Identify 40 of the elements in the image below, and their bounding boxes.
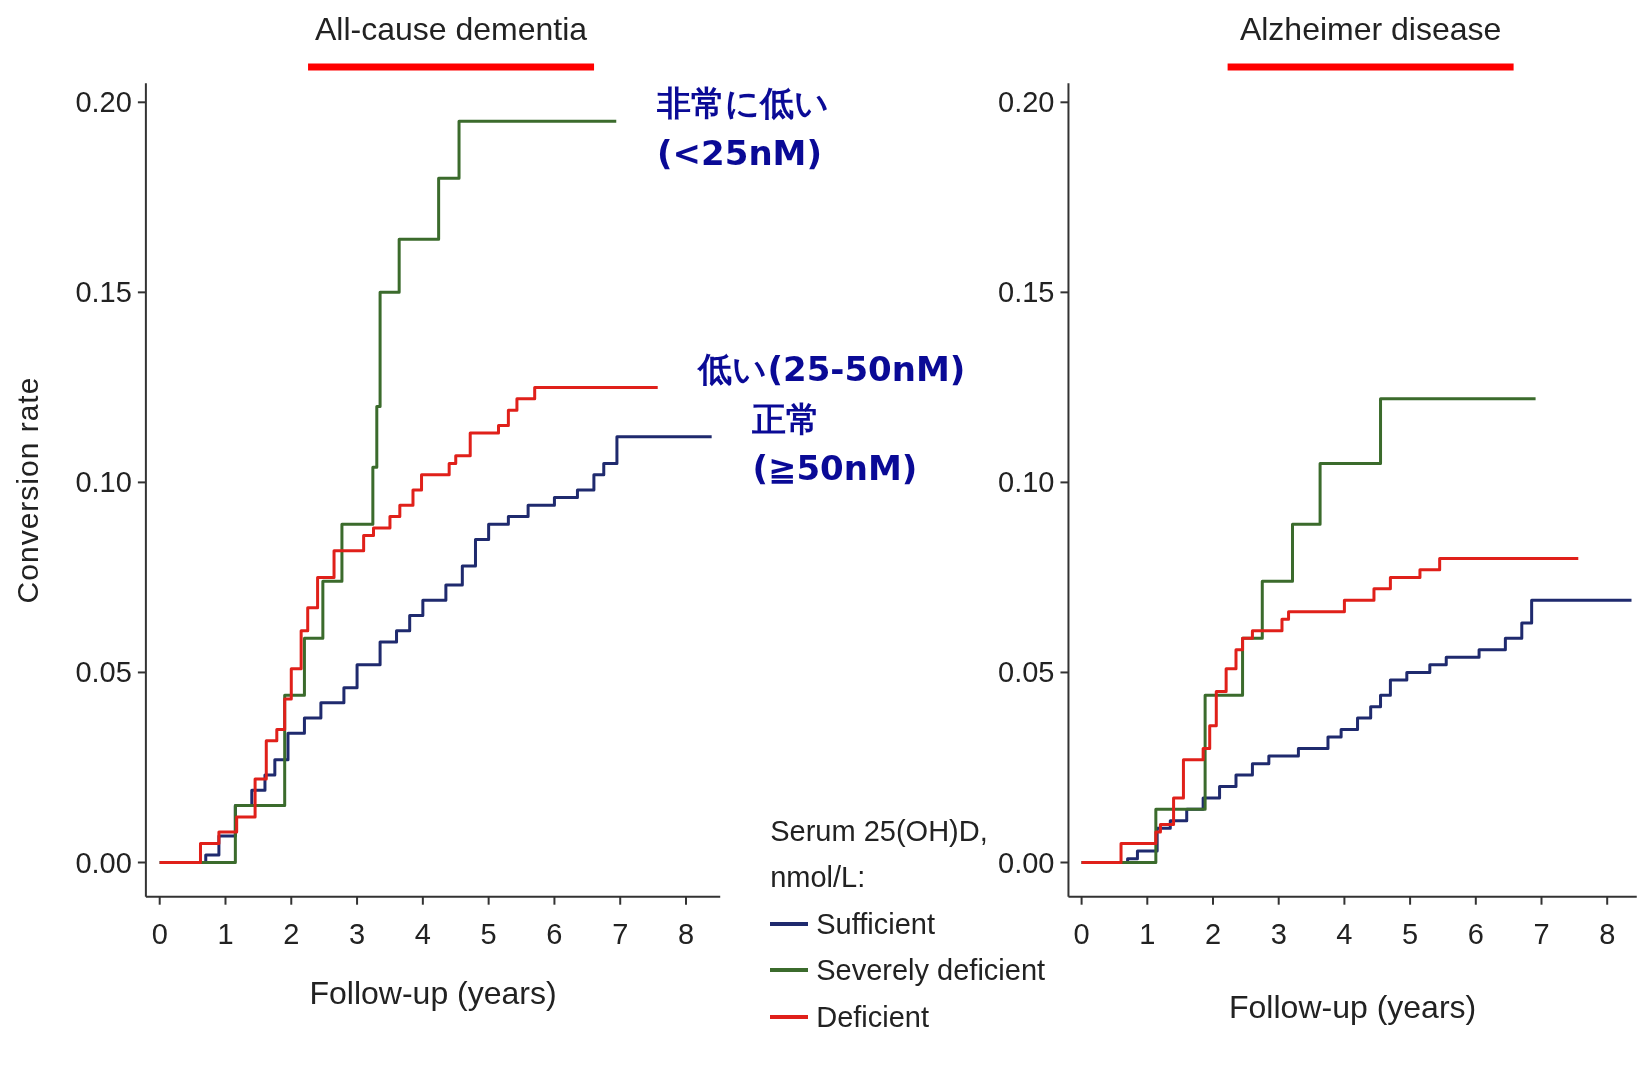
y-tick-label: 0.05	[998, 656, 1055, 689]
y-axis-title: Conversion rate	[11, 376, 44, 604]
x-tick-label: 5	[1402, 917, 1419, 950]
y-tick-label: 0.10	[75, 466, 132, 499]
x-axis-title: Follow-up (years)	[309, 974, 557, 1011]
legend-label: Sufficient	[816, 906, 935, 942]
y-tick-label: 0.10	[998, 466, 1055, 499]
x-axis-title: Follow-up (years)	[1229, 988, 1477, 1025]
chart-title: All-cause dementia	[314, 11, 588, 47]
x-tick-label: 1	[217, 917, 234, 950]
y-tick-label: 0.00	[75, 846, 132, 879]
annotation: 非常に低い (<25nM)	[657, 82, 830, 175]
x-tick-label: 4	[414, 917, 431, 950]
x-tick-label: 3	[348, 917, 366, 950]
x-tick-label: 8	[677, 917, 695, 950]
x-tick-label: 0	[1073, 917, 1090, 950]
x-tick-label: 8	[1599, 917, 1616, 950]
legend-label: Deficient	[816, 999, 930, 1035]
x-tick-label: 6	[546, 917, 563, 950]
y-tick-label: 0.05	[75, 656, 132, 689]
x-tick-label: 1	[1139, 917, 1156, 950]
x-tick-label: 0	[151, 917, 168, 950]
x-tick-label: 2	[1204, 917, 1222, 950]
legend-title: Serum 25(OH)D, nmol/L:	[770, 815, 988, 894]
y-tick-label: 0.00	[998, 846, 1055, 879]
y-tick-label: 0.15	[75, 276, 132, 309]
x-tick-label: 7	[612, 917, 629, 950]
annotation: 低い(25-50nM)	[698, 348, 966, 392]
x-tick-label: 4	[1336, 917, 1353, 950]
chart-title: Alzheimer disease	[1239, 11, 1502, 47]
y-tick-label: 0.20	[998, 86, 1055, 119]
x-tick-label: 2	[283, 917, 300, 950]
y-tick-label: 0.15	[998, 276, 1055, 309]
x-tick-label: 5	[480, 917, 497, 950]
y-tick-label: 0.20	[75, 86, 132, 119]
x-tick-label: 6	[1467, 917, 1484, 950]
legend-label: Severely deficient	[816, 953, 1046, 989]
annotation: 正常 (≧50nM)	[752, 397, 918, 491]
x-tick-label: 3	[1270, 917, 1287, 950]
x-tick-label: 7	[1533, 917, 1550, 950]
